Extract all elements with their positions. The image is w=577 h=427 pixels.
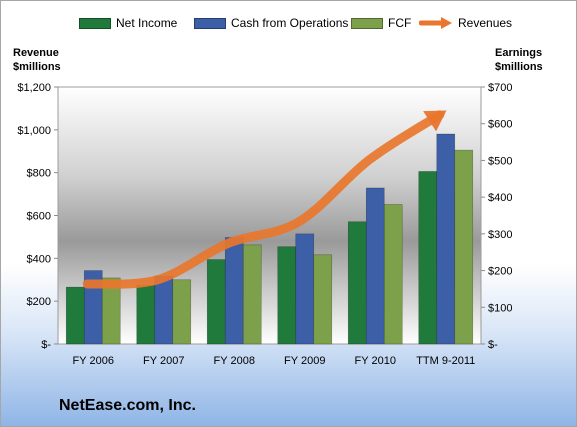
x-tick-label-fy-2010: FY 2010 [355,355,396,367]
legend-swatch-cash-from-operations [194,17,226,29]
legend-label-cash-from-operations: Cash from Operations [231,16,349,30]
bar-net-income-fy-2009 [277,246,297,345]
bar-fcf-fy-2008 [242,244,262,345]
bar-cash-from-operations-fy-2009 [295,233,315,345]
left-tick-label: $800 [27,168,51,180]
right-axis-title-line1: Earnings [495,47,543,59]
right-tick-label: $100 [488,302,512,314]
right-tick-label: $200 [488,266,512,278]
bar-cash-from-operations-ttm-9-2011 [436,133,456,345]
left-axis-title-line2: $millions [13,61,61,73]
arrowhead-revenues [423,110,447,132]
legend-revenues: Revenues [419,16,512,30]
left-axis-title: Revenue $millions [13,46,61,74]
x-tick-label-ttm-9-2011: TTM 9-2011 [416,355,475,367]
legend-cash-from-operations: Cash from Operations [194,16,348,30]
legend-label-revenues: Revenues [458,16,513,30]
bar-fcf-fy-2006 [101,277,121,345]
right-tick-label: $400 [488,192,512,204]
right-tick-label: $- [488,339,498,351]
x-tick-label-fy-2009: FY 2009 [284,355,325,367]
right-tick-label: $300 [488,229,512,241]
left-tick-label: $- [41,339,51,351]
legend-net-income: Net Income [79,16,177,30]
bar-cash-from-operations-fy-2010 [365,187,385,345]
bar-fcf-fy-2010 [383,204,403,345]
bar-net-income-fy-2010 [347,221,367,345]
right-tick-label: $600 [488,119,512,131]
line-revenues [82,110,445,289]
left-axis-title-line1: Revenue [13,47,59,59]
left-tick-label: $200 [27,296,51,308]
bar-cash-from-operations-fy-2008 [224,237,244,345]
legend-label-fcf: FCF [388,16,412,30]
legend-label-net-income: Net Income [116,16,178,30]
right-tick-label: $700 [488,82,512,94]
left-tick-label: $600 [27,211,51,223]
right-axis-title: Earnings $millions [495,46,543,74]
x-tick-label-fy-2007: FY 2007 [143,355,184,367]
bar-fcf-fy-2007 [172,279,192,345]
legend-swatch-fcf [351,17,383,29]
legend-swatch-net-income [79,17,111,29]
x-tick-label-fy-2008: FY 2008 [214,355,255,367]
legend-arrow-revenues [419,17,452,29]
chart-title: NetEase.com, Inc. [59,397,196,414]
left-tick-label: $400 [27,253,51,265]
bar-net-income-fy-2006 [65,286,85,345]
chart-legend: Net Income Cash from Operations FCF Reve… [1,16,576,34]
x-tick-label-fy-2006: FY 2006 [73,355,114,367]
bar-net-income-ttm-9-2011 [418,171,438,345]
bar-net-income-fy-2008 [206,259,226,345]
right-axis-title-line2: $millions [495,61,543,73]
left-tick-label: $1,200 [17,82,51,94]
bar-cash-from-operations-fy-2007 [154,275,174,345]
left-tick-label: $1,000 [17,125,51,137]
legend-fcf: FCF [351,16,411,30]
bar-fcf-ttm-9-2011 [454,149,474,345]
bar-net-income-fy-2007 [136,284,156,345]
bar-fcf-fy-2009 [313,254,333,345]
right-tick-label: $500 [488,155,512,167]
